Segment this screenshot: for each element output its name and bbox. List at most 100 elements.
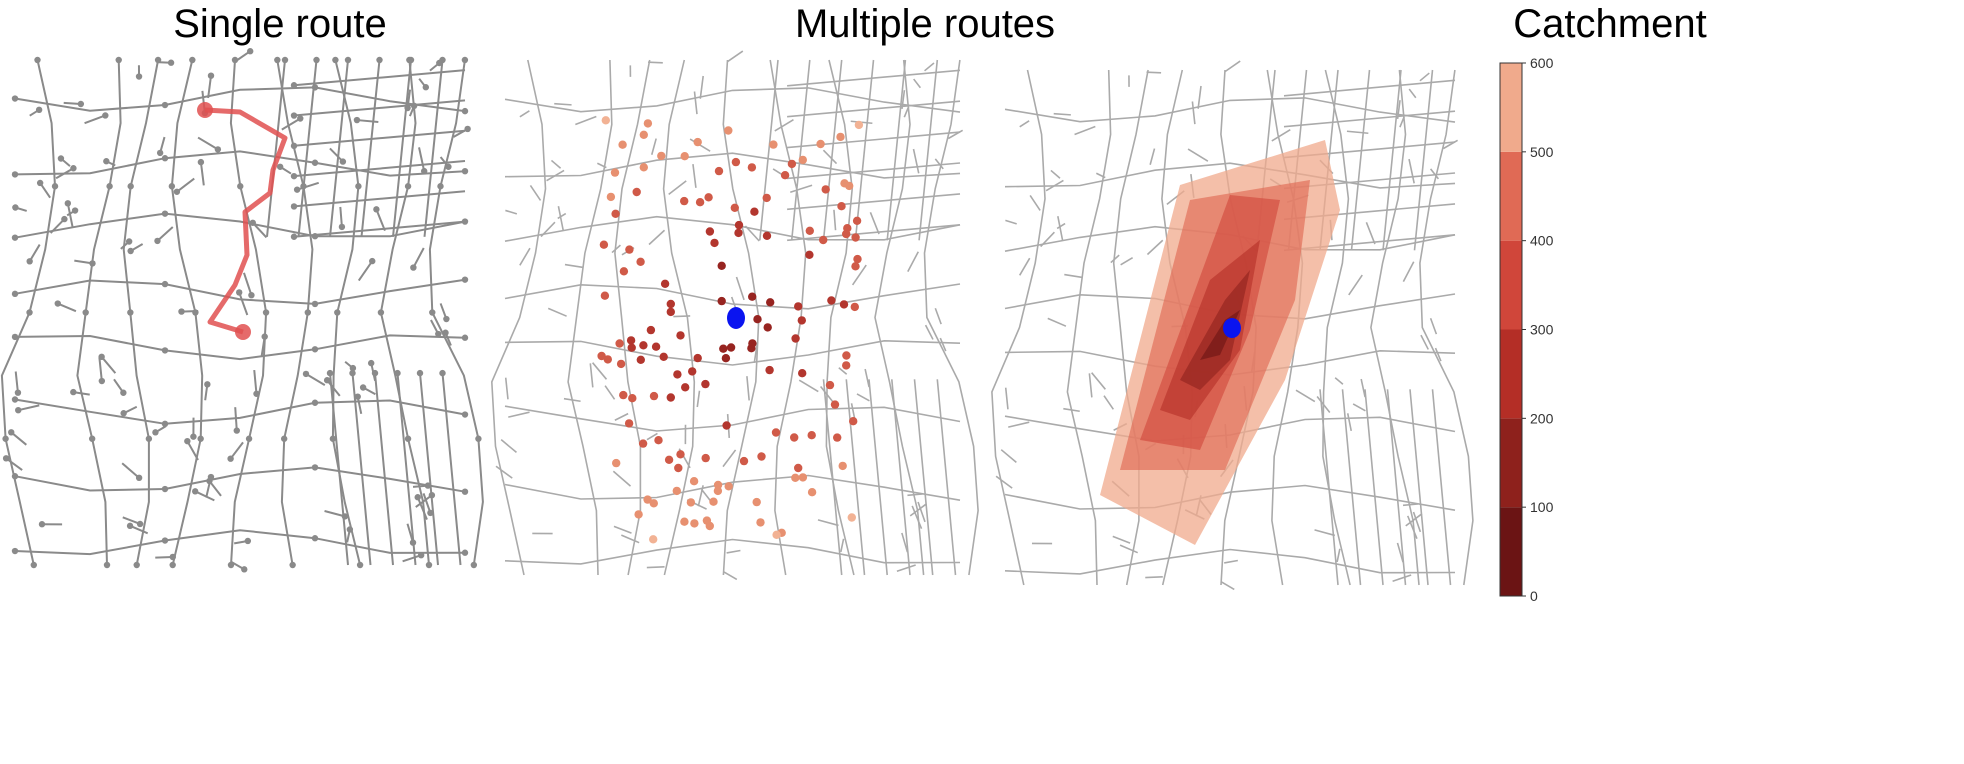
network-node: [103, 561, 111, 569]
network-node: [304, 309, 312, 316]
street-line: [845, 379, 866, 576]
street-spur: [1191, 101, 1196, 125]
street-line: [1004, 548, 1456, 575]
destination-point: [790, 433, 799, 442]
street-line: [441, 373, 462, 566]
street-spur: [546, 169, 565, 182]
street-line: [293, 99, 466, 117]
street-spur: [924, 324, 934, 340]
street-line: [1413, 69, 1434, 251]
street-spur: [1004, 387, 1009, 410]
street-spur: [1040, 231, 1055, 248]
destination-point: [619, 390, 628, 400]
destination-point: [625, 245, 634, 254]
street-line: [504, 152, 961, 179]
colorbar-tick-label: 400: [1530, 233, 1554, 249]
street-spur: [1334, 377, 1344, 385]
destination-point: [601, 116, 610, 125]
destination-point: [643, 495, 652, 504]
network-node: [290, 112, 298, 119]
street-spur: [57, 302, 77, 313]
street-spur: [326, 379, 341, 397]
destination-point: [794, 302, 803, 311]
isochrone-band: [1180, 270, 1250, 390]
network-node: [461, 488, 469, 495]
network-node: [394, 369, 401, 377]
street-spur: [575, 115, 597, 126]
destination-point: [787, 159, 797, 169]
street-spur: [693, 91, 698, 115]
network-node: [135, 73, 143, 80]
street-line: [423, 59, 444, 237]
street-spur: [1314, 529, 1336, 537]
destination-point: [686, 498, 696, 507]
destination-point: [837, 202, 846, 211]
street-line: [787, 162, 961, 180]
destination-point: [748, 339, 757, 348]
street-spur: [1019, 120, 1030, 128]
network-node: [135, 474, 143, 482]
street-spur: [1360, 378, 1366, 398]
destination-point: [762, 193, 771, 203]
street-spur: [1396, 542, 1404, 563]
street-spur: [1412, 511, 1422, 533]
network-node: [70, 165, 77, 172]
colorbar-tick-label: 200: [1530, 410, 1554, 426]
network-node: [311, 300, 319, 308]
route-path: [204, 107, 288, 335]
destination-point: [666, 307, 675, 317]
street-line: [1364, 389, 1384, 586]
street-spur: [84, 114, 106, 125]
network-node: [125, 238, 133, 245]
network-node: [302, 370, 310, 378]
destination-point: [853, 254, 862, 264]
destination-point: [606, 192, 616, 202]
network-node: [127, 309, 134, 316]
destination-point: [688, 367, 697, 376]
street-line: [913, 379, 934, 576]
network-node: [15, 406, 22, 414]
street-line: [918, 59, 939, 241]
destination-point: [701, 379, 710, 389]
network-node: [290, 82, 298, 89]
network-node: [88, 435, 96, 442]
street-line: [923, 59, 979, 576]
street-line: [14, 278, 466, 305]
street-spur: [1149, 148, 1156, 165]
destination-point: [854, 120, 864, 130]
network-node: [323, 377, 331, 384]
street-spur: [1429, 168, 1440, 180]
network-node: [297, 115, 304, 122]
network-node: [11, 95, 19, 102]
street-line: [14, 150, 466, 177]
destination-point: [842, 351, 851, 360]
street-spur: [648, 61, 663, 64]
street-spur: [406, 523, 414, 543]
destination-point: [659, 352, 668, 361]
street-spur: [774, 118, 794, 132]
panel-title-multiple-routes: Multiple routes: [794, 2, 1056, 46]
destination-point: [649, 499, 658, 508]
destination-point: [747, 163, 757, 172]
street-spur: [1402, 503, 1418, 507]
street-line: [14, 212, 466, 239]
destination-point: [722, 421, 731, 430]
network-node: [377, 309, 385, 316]
network-node: [332, 56, 339, 64]
destination-point: [639, 163, 648, 172]
destination-point: [791, 473, 800, 482]
street-spur: [121, 462, 140, 479]
network-node: [184, 437, 191, 445]
street-spur: [614, 412, 629, 421]
street-line: [1004, 162, 1456, 189]
network-node: [409, 539, 417, 546]
colorbar-band: [1500, 151, 1522, 241]
network-node: [461, 218, 469, 225]
street-spur: [229, 441, 244, 460]
network-node: [51, 183, 59, 190]
street-spur: [838, 367, 848, 375]
street-spur: [723, 571, 738, 581]
street-spur: [324, 510, 346, 518]
street-spur: [995, 475, 1013, 489]
network-single-route: [0, 48, 484, 573]
